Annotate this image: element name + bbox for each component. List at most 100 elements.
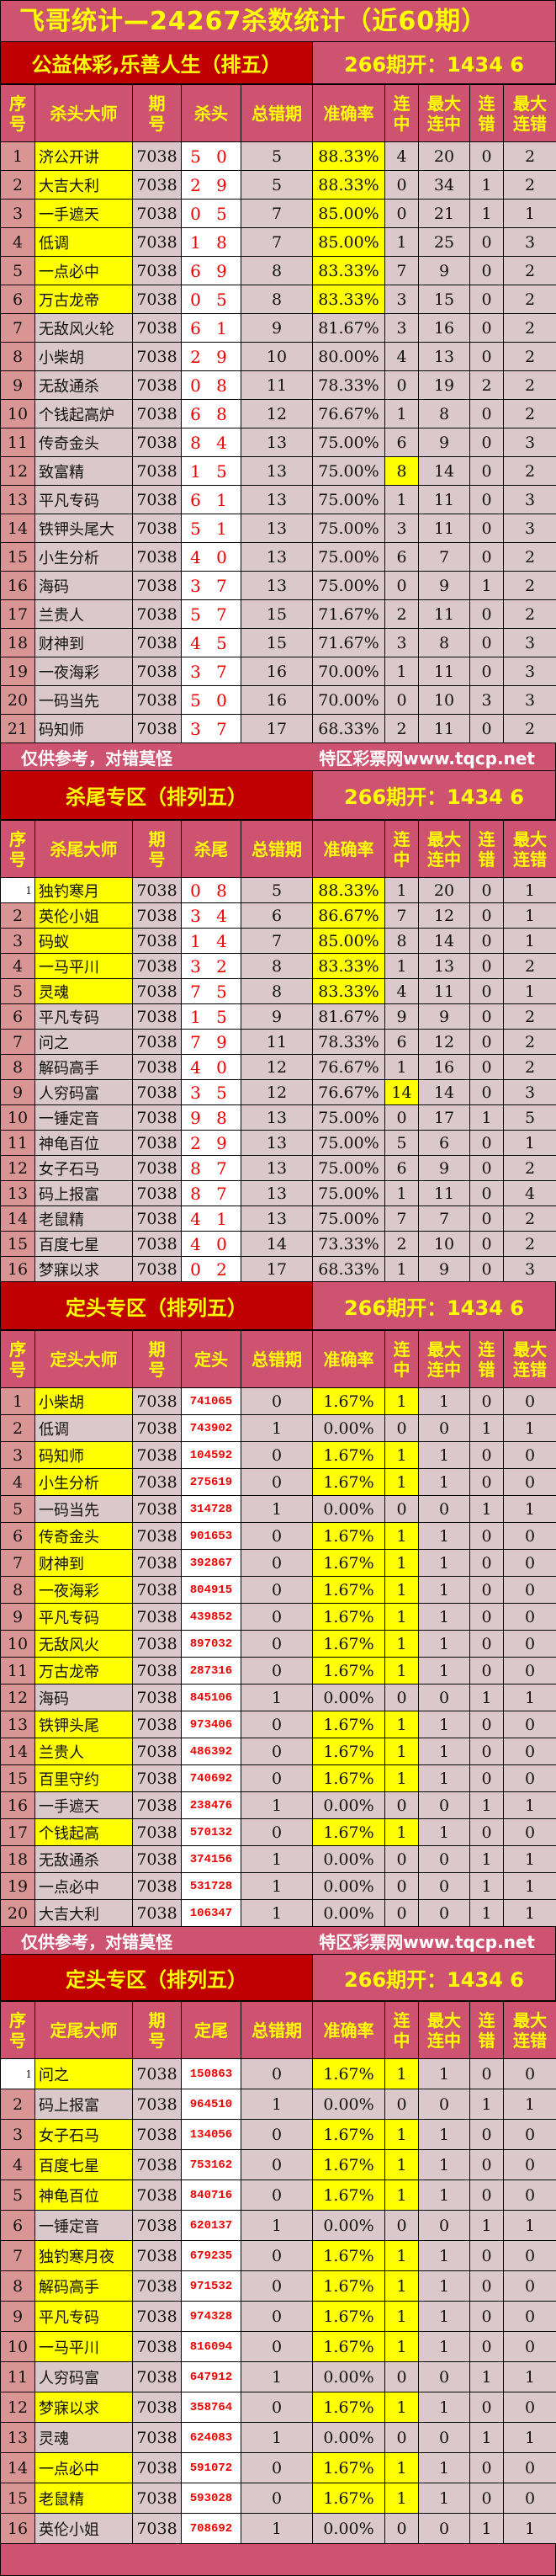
cell-max-streak: 34 [419, 171, 470, 200]
cell-pick: 238476 [182, 1792, 241, 1819]
cell-current-streak: 4 [385, 142, 419, 171]
cell-pick: 0 2 [182, 1257, 241, 1282]
column-header-label: 总错期 [252, 1349, 302, 1370]
cell-total-errors: 12 [241, 400, 313, 428]
cell-total-errors: 13 [241, 486, 313, 514]
cell-accuracy: 1.67% [313, 2150, 385, 2180]
cell-max-miss: 0 [504, 1442, 556, 1469]
cell-index: 15 [1, 1765, 35, 1792]
cell-index: 13 [1, 486, 35, 514]
cell-max-miss: 1 [504, 2514, 556, 2544]
cell-max-streak: 1 [419, 2059, 470, 2089]
cell-accuracy: 1.67% [313, 1631, 385, 1658]
cell-max-streak: 20 [419, 142, 470, 171]
cell-pick: 2 9 [182, 343, 241, 371]
draw-result: 266期开：1434 6 [313, 771, 555, 819]
cell-current-streak: 1 [385, 2483, 419, 2514]
cell-max-streak: 9 [419, 428, 470, 457]
cell-accuracy: 75.00% [313, 1181, 385, 1206]
cell-period: 7038 [133, 400, 182, 428]
cell-index: 11 [1, 1131, 35, 1156]
disclaimer-footer: 仅供参考，对错莫怪特区彩票网www.tqcp.net [0, 1927, 556, 1955]
cell-period: 7038 [133, 1030, 182, 1055]
cell-pick: 0 8 [182, 371, 241, 400]
cell-period: 7038 [133, 878, 182, 903]
cell-total-errors: 13 [241, 1156, 313, 1181]
cell-max-streak: 1 [419, 2120, 470, 2150]
cell-current-streak: 1 [385, 1550, 419, 1577]
cell-pick: 804915 [182, 1577, 241, 1604]
column-header-label: 定头 [194, 1349, 228, 1370]
cell-current-miss: 0 [470, 1819, 504, 1846]
column-header-master: 杀头大师 [35, 85, 133, 142]
cell-current-streak: 1 [385, 2150, 419, 2180]
cell-max-miss: 0 [504, 2059, 556, 2089]
cell-master: 万古龙帝 [35, 1658, 133, 1685]
cell-period: 7038 [133, 1577, 182, 1604]
cell-accuracy: 0.00% [313, 1792, 385, 1819]
cell-max-miss: 2 [504, 314, 556, 343]
cell-current-miss: 0 [470, 228, 504, 257]
cell-period: 7038 [133, 1206, 182, 1232]
site-link[interactable]: 特区彩票网www.tqcp.net [319, 1929, 535, 1953]
column-header-max-streak: 最大连中 [419, 2002, 470, 2059]
cell-master: 一马平川 [35, 954, 133, 979]
cell-max-streak: 1 [419, 2241, 470, 2271]
cell-total-errors: 12 [241, 1080, 313, 1105]
cell-current-streak: 0 [385, 371, 419, 400]
cell-current-streak: 4 [385, 979, 419, 1004]
cell-master: 济公开讲 [35, 142, 133, 171]
cell-accuracy: 75.00% [313, 514, 385, 543]
cell-max-miss: 0 [504, 2150, 556, 2180]
cell-master: 一码当先 [35, 1496, 133, 1523]
cell-current-miss: 0 [470, 2392, 504, 2423]
section-header: 定头专区（排列五）266期开：1434 6 [0, 1955, 556, 2001]
cell-period: 7038 [133, 1819, 182, 1846]
cell-current-streak: 1 [385, 2302, 419, 2332]
cell-period: 7038 [133, 954, 182, 979]
cell-accuracy: 0.00% [313, 1496, 385, 1523]
cell-max-miss: 1 [504, 1873, 556, 1900]
cell-accuracy: 0.00% [313, 1900, 385, 1927]
cell-current-miss: 0 [470, 2483, 504, 2514]
cell-current-streak: 1 [385, 1181, 419, 1206]
cell-index: 21 [1, 715, 35, 743]
cell-accuracy: 1.67% [313, 2241, 385, 2271]
cell-current-streak: 1 [385, 400, 419, 428]
cell-current-miss: 0 [470, 903, 504, 929]
cell-period: 7038 [133, 1181, 182, 1206]
cell-index: 2 [1, 2089, 35, 2120]
cell-current-streak: 1 [385, 1765, 419, 1792]
cell-current-streak: 1 [385, 2392, 419, 2423]
cell-total-errors: 0 [241, 2150, 313, 2180]
cell-current-miss: 1 [470, 2089, 504, 2120]
cell-current-streak: 6 [385, 1030, 419, 1055]
cell-index: 16 [1, 572, 35, 600]
cell-pick: 5 7 [182, 600, 241, 629]
cell-pick: 531728 [182, 1873, 241, 1900]
cell-master: 小柴胡 [35, 1388, 133, 1415]
cell-master: 平凡专码 [35, 486, 133, 514]
cell-period: 7038 [133, 1900, 182, 1927]
column-header-total-errors: 总错期 [241, 85, 313, 142]
cell-total-errors: 13 [241, 1181, 313, 1206]
cell-period: 7038 [133, 1604, 182, 1631]
cell-current-miss: 0 [470, 1206, 504, 1232]
cell-max-miss: 2 [504, 1055, 556, 1080]
cell-current-streak: 1 [385, 1388, 419, 1415]
cell-accuracy: 85.00% [313, 200, 385, 228]
cell-current-miss: 1 [470, 2362, 504, 2392]
cell-max-streak: 1 [419, 2453, 470, 2483]
site-link[interactable]: 特区彩票网www.tqcp.net [319, 745, 535, 769]
section-header: 公益体彩,乐善人生（排五）266期开：1434 6 [0, 42, 556, 84]
cell-total-errors: 0 [241, 2120, 313, 2150]
cell-max-miss: 2 [504, 171, 556, 200]
cell-accuracy: 83.33% [313, 285, 385, 314]
cell-current-miss: 0 [470, 2271, 504, 2302]
